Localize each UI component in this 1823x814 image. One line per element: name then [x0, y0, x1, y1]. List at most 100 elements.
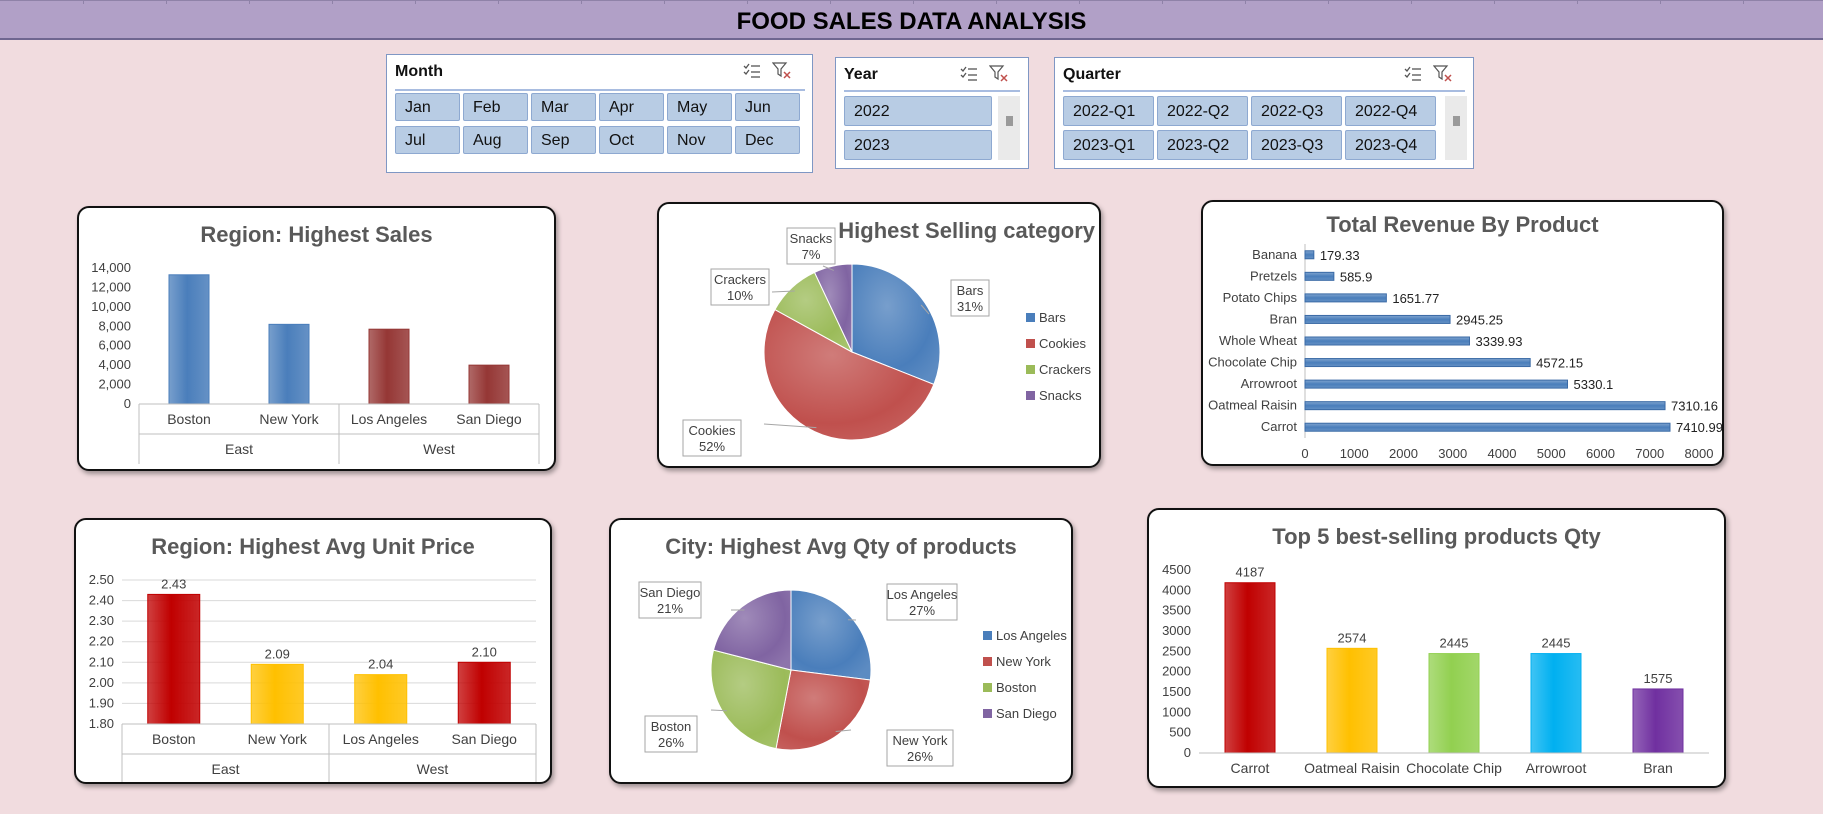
data-label: 2445 — [1440, 636, 1469, 651]
y-tick-label: 2.30 — [89, 613, 114, 628]
bar-los-angeles — [354, 674, 408, 725]
callout-name: Bars — [957, 283, 984, 298]
data-label: 2.09 — [265, 646, 290, 661]
data-label: 2445 — [1542, 636, 1571, 651]
bar-los-angeles — [368, 328, 410, 405]
clear-filter-icon[interactable] — [988, 64, 1009, 84]
data-label: 2.43 — [161, 576, 186, 591]
data-label: 4572.15 — [1536, 356, 1583, 371]
bar-new-york — [268, 323, 310, 405]
x-tick-label: 8000 — [1685, 446, 1714, 461]
quarter-button-2023-q1[interactable]: 2023-Q1 — [1063, 130, 1154, 160]
year-button-2022[interactable]: 2022 — [844, 96, 992, 126]
bar-pretzels — [1304, 271, 1335, 281]
y-tick-label: Oatmeal Raisin — [1208, 398, 1297, 413]
callout-pct: 21% — [657, 601, 683, 616]
y-tick-label: Arrowroot — [1241, 376, 1298, 391]
legend-swatch-bars — [1026, 313, 1035, 322]
quarter-button-2022-q1[interactable]: 2022-Q1 — [1063, 96, 1154, 126]
year-slicer[interactable]: Year 2022 2023 — [835, 57, 1029, 169]
legend-label: Cookies — [1039, 336, 1086, 351]
callout-pct: 26% — [658, 735, 684, 750]
month-button-oct[interactable]: Oct — [599, 126, 664, 154]
y-tick-label: 2,000 — [98, 377, 131, 392]
callout-box — [682, 419, 742, 457]
legend-swatch-cookies — [1026, 339, 1035, 348]
month-slicer-title: Month — [395, 63, 443, 80]
quarter-scrollbar[interactable] — [1445, 96, 1467, 160]
quarter-button-2022-q3[interactable]: 2022-Q3 — [1251, 96, 1342, 126]
quarter-button-2023-q2[interactable]: 2023-Q2 — [1157, 130, 1248, 160]
bar-chocolate-chip — [1428, 653, 1480, 754]
bar-arrowroot — [1530, 653, 1582, 754]
year-slicer-title: Year — [844, 66, 878, 83]
data-label: 2574 — [1338, 630, 1367, 645]
quarter-button-2022-q2[interactable]: 2022-Q2 — [1157, 96, 1248, 126]
data-label: 179.33 — [1320, 248, 1360, 263]
multi-select-icon[interactable] — [1403, 64, 1423, 84]
region-sales-title: Region: Highest Sales — [200, 222, 433, 247]
product-revenue-chart: Banana 179.33 Pretzels 585.9 Potato Chips 165… — [1208, 244, 1722, 461]
y-tick-label: 14,000 — [91, 260, 131, 275]
multi-select-icon[interactable] — [959, 64, 979, 84]
x-tick-label: 7000 — [1635, 446, 1664, 461]
legend-label: New York — [996, 654, 1051, 669]
data-label: 5330.1 — [1574, 377, 1614, 392]
month-button-feb[interactable]: Feb — [463, 93, 528, 121]
group-label: West — [423, 441, 455, 457]
month-slicer[interactable]: Month Jan Feb Mar Apr May Jun Jul Aug Sep Oct Nov D… — [386, 54, 813, 173]
x-tick-label: New York — [248, 731, 308, 747]
quarter-slicer-title: Quarter — [1063, 66, 1121, 83]
legend-swatch-crackers — [1026, 365, 1035, 374]
month-button-may[interactable]: May — [667, 93, 732, 121]
page-title: FOOD SALES DATA ANALYSIS — [736, 8, 1087, 35]
column-gridlines — [0, 1, 1823, 4]
data-label: 2.04 — [368, 657, 393, 672]
slice-boston — [710, 649, 792, 750]
month-button-jan[interactable]: Jan — [395, 93, 460, 121]
quarter-slicer[interactable]: Quarter 2022-Q1 2022-Q2 2022-Q3 2022-Q4 2023… — [1054, 57, 1474, 169]
bar-carrot — [1304, 422, 1671, 432]
y-tick-label: 4,000 — [98, 357, 131, 372]
y-tick-label: 0 — [1184, 745, 1191, 760]
legend-swatch-snacks — [1026, 391, 1035, 400]
group-label: East — [211, 761, 239, 777]
callout-pct: 52% — [699, 439, 725, 454]
legend-swatch-new-york — [983, 657, 992, 666]
clear-filter-icon[interactable] — [1432, 64, 1453, 84]
month-button-aug[interactable]: Aug — [463, 126, 528, 154]
category-pie-card: Highest Selling category Bars 31% Cookies 5… — [657, 202, 1101, 468]
year-button-2023[interactable]: 2023 — [844, 130, 992, 160]
y-tick-label: 6,000 — [98, 338, 131, 353]
bar-oatmeal-raisin — [1304, 401, 1666, 411]
x-tick-label: New York — [259, 411, 319, 427]
quarter-button-2023-q3[interactable]: 2023-Q3 — [1251, 130, 1342, 160]
x-tick-label: Chocolate Chip — [1406, 760, 1502, 776]
bar-boston — [168, 274, 210, 405]
y-tick-label: 10,000 — [91, 299, 131, 314]
data-label: 2945.25 — [1456, 312, 1503, 327]
month-button-mar[interactable]: Mar — [531, 93, 596, 121]
multi-select-icon[interactable] — [742, 61, 762, 81]
month-button-sep[interactable]: Sep — [531, 126, 596, 154]
month-button-apr[interactable]: Apr — [599, 93, 664, 121]
data-label: 1651.77 — [1392, 291, 1439, 306]
callout-pct: 26% — [907, 749, 933, 764]
callout-box — [886, 729, 954, 767]
legend-label: Los Angeles — [996, 628, 1067, 643]
y-tick-label: 500 — [1169, 725, 1191, 740]
month-button-jun[interactable]: Jun — [735, 93, 800, 121]
month-button-dec[interactable]: Dec — [735, 126, 800, 154]
quarter-button-2023-q4[interactable]: 2023-Q4 — [1345, 130, 1436, 160]
callout-name: San Diego — [640, 585, 701, 600]
x-tick-label: 6000 — [1586, 446, 1615, 461]
quarter-button-2022-q4[interactable]: 2022-Q4 — [1345, 96, 1436, 126]
clear-filter-icon[interactable] — [771, 61, 792, 81]
year-scrollbar[interactable] — [998, 96, 1020, 160]
callout-pct: 31% — [957, 299, 983, 314]
month-button-jul[interactable]: Jul — [395, 126, 460, 154]
y-tick-label: 1.80 — [89, 716, 114, 731]
month-button-nov[interactable]: Nov — [667, 126, 732, 154]
group-label: West — [417, 761, 449, 777]
